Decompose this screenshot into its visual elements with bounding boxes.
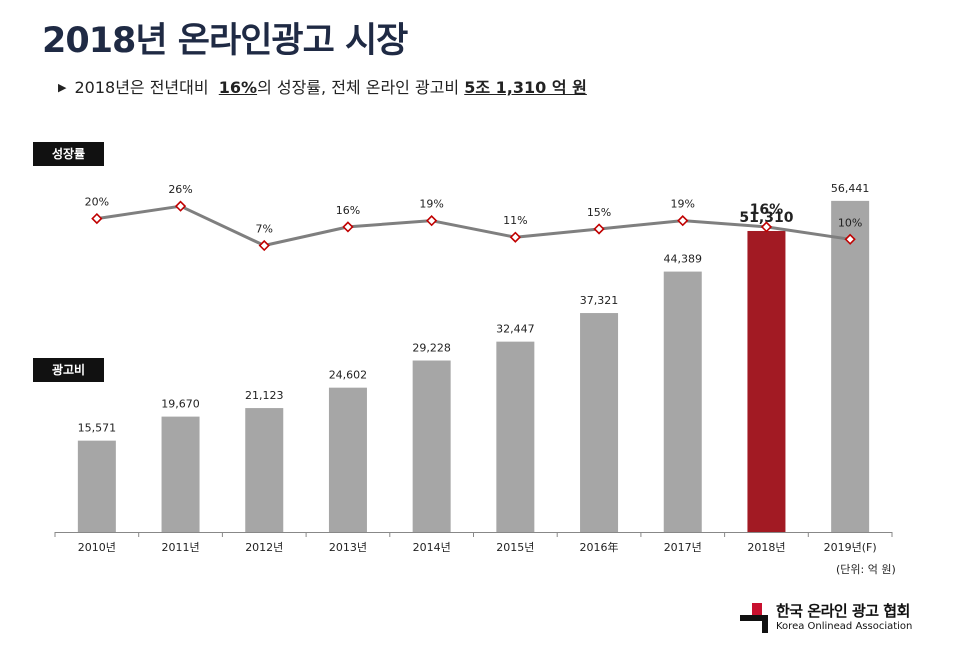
x-tick-label-2: 2012년 (245, 541, 283, 554)
bar-value-label-1: 19,670 (161, 398, 200, 411)
bar-2 (245, 408, 284, 532)
x-tick-label-9: 2019년(F) (824, 541, 877, 554)
summary-prefix: 2018년은 전년대비 (74, 78, 209, 97)
bar-5 (496, 341, 535, 532)
x-tick-label-8: 2018년 (747, 541, 785, 554)
bar-value-label-9: 56,441 (831, 182, 870, 195)
x-tick-label-3: 2013년 (329, 541, 367, 554)
x-tick-label-6: 2016年 (580, 540, 619, 554)
growth-label-6: 15% (587, 206, 611, 219)
logo-korean-name: 한국 온라인 광고 협회 (776, 602, 910, 620)
unit-note: (단위: 억 원) (836, 563, 896, 576)
growth-point-1 (174, 200, 187, 212)
growth-label-7: 19% (671, 198, 695, 211)
x-tick-label-0: 2010년 (78, 541, 116, 554)
bar-value-label-6: 37,321 (580, 294, 619, 307)
growth-point-8 (760, 221, 773, 233)
bar-value-label-5: 32,447 (496, 323, 535, 336)
summary-total: 5조 1,310 억 원 (464, 78, 587, 97)
logo-mark-icon (740, 603, 768, 633)
growth-label-5: 11% (503, 214, 527, 227)
x-tick-label-4: 2014년 (413, 541, 451, 554)
bar-value-label-0: 15,571 (78, 422, 117, 435)
growth-label-4: 19% (419, 198, 443, 211)
growth-label-8: 16% (750, 202, 784, 218)
bar-value-label-7: 44,389 (664, 253, 703, 266)
bar-6 (580, 313, 619, 532)
ad-spend-tag: 광고비 (33, 358, 104, 382)
x-tick-label-5: 2015년 (496, 541, 534, 554)
growth-point-5 (509, 231, 521, 243)
growth-point-9 (844, 233, 856, 245)
growth-label-3: 16% (336, 204, 360, 217)
page-title: 2018년 온라인광고 시장 (42, 21, 408, 61)
bar-3 (328, 387, 367, 532)
growth-point-4 (426, 215, 438, 227)
bar-8 (747, 230, 786, 533)
bar-value-label-3: 24,602 (329, 369, 368, 382)
bar-0 (77, 440, 116, 532)
summary-middle: 의 성장률, 전체 온라인 광고비 (257, 78, 460, 97)
bullet-icon: ▶ (58, 81, 67, 94)
x-tick-label-1: 2011년 (161, 541, 199, 554)
growth-point-7 (677, 215, 689, 227)
bar-9 (831, 200, 870, 533)
bar-4 (412, 360, 451, 532)
summary-growth: 16% (218, 78, 258, 97)
growth-label-2: 7% (256, 223, 273, 236)
bar-7 (663, 271, 702, 532)
bar-value-label-4: 29,228 (412, 342, 451, 355)
bar-value-label-2: 21,123 (245, 389, 284, 402)
growth-point-6 (593, 223, 605, 235)
growth-rate-line (96, 204, 851, 248)
growth-label-9: 10% (838, 216, 862, 229)
x-tick-label-7: 2017년 (664, 541, 702, 554)
growth-point-3 (342, 221, 354, 233)
growth-label-0: 20% (85, 196, 109, 209)
growth-rate-tag: 성장률 (33, 142, 104, 166)
growth-point-0 (91, 212, 103, 225)
summary-line: ▶ 2018년은 전년대비 16%의 성장률, 전체 온라인 광고비 5조 1,3… (58, 74, 587, 98)
growth-label-1: 26% (168, 183, 192, 196)
growth-point-2 (258, 239, 270, 252)
bar-value-label-8: 51,310 (739, 210, 793, 226)
bar-1 (161, 416, 200, 532)
logo-english-name: Korea Onlinead Association (776, 621, 913, 632)
